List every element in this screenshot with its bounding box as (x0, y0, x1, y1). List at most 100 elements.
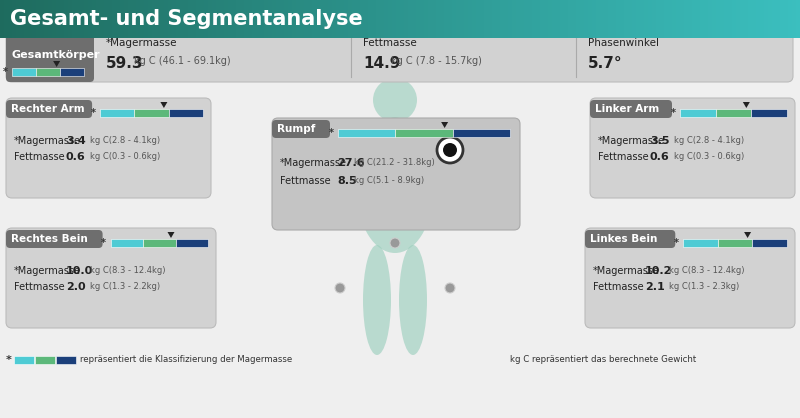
Bar (180, 0, 185, 38)
Bar (100, 109, 134, 117)
Bar (456, 0, 461, 38)
Polygon shape (160, 102, 167, 108)
Bar (764, 0, 769, 38)
Circle shape (445, 283, 455, 293)
Circle shape (335, 283, 345, 293)
Text: Fettmasse: Fettmasse (14, 152, 65, 162)
Text: 27.6: 27.6 (337, 158, 365, 168)
Text: Linker Arm: Linker Arm (595, 104, 659, 114)
Bar (96, 0, 101, 38)
Bar (683, 239, 718, 247)
Bar (116, 0, 121, 38)
Bar (76, 0, 81, 38)
Bar (395, 129, 453, 137)
Text: 0.6: 0.6 (66, 152, 86, 162)
Bar (448, 0, 453, 38)
Bar (440, 0, 445, 38)
Bar (736, 0, 741, 38)
Bar (144, 0, 149, 38)
Bar (512, 0, 517, 38)
Bar (472, 0, 477, 38)
Bar (468, 0, 473, 38)
Bar (664, 0, 669, 38)
Bar (260, 0, 265, 38)
Text: Phasenwinkel: Phasenwinkel (588, 38, 659, 48)
Text: *: * (674, 238, 678, 248)
Bar (536, 0, 541, 38)
Bar (352, 0, 357, 38)
Bar (110, 239, 143, 247)
Text: 8.5: 8.5 (337, 176, 357, 186)
Bar (600, 0, 605, 38)
Bar (84, 0, 89, 38)
Bar (392, 0, 397, 38)
Bar (296, 0, 301, 38)
Text: *: * (101, 238, 106, 248)
Bar (672, 0, 677, 38)
Bar (252, 0, 257, 38)
Bar (728, 0, 733, 38)
Bar (132, 0, 137, 38)
Text: kg C(2.8 - 4.1kg): kg C(2.8 - 4.1kg) (90, 136, 160, 145)
Bar (348, 0, 353, 38)
Bar (756, 0, 761, 38)
Text: kg C(0.3 - 0.6kg): kg C(0.3 - 0.6kg) (90, 152, 160, 161)
Bar (220, 0, 225, 38)
FancyBboxPatch shape (6, 100, 92, 118)
Bar (620, 0, 625, 38)
Bar (88, 0, 93, 38)
Bar (338, 129, 395, 137)
Text: kg C(0.3 - 0.6kg): kg C(0.3 - 0.6kg) (674, 152, 744, 161)
Bar (753, 239, 787, 247)
Text: *: * (670, 108, 675, 118)
Text: repräsentiert die Klassifizierung der Magermasse: repräsentiert die Klassifizierung der Ma… (80, 355, 292, 364)
Bar (16, 0, 21, 38)
Bar (244, 0, 249, 38)
Bar (680, 109, 716, 117)
Bar (308, 0, 313, 38)
Bar (508, 0, 513, 38)
Bar (36, 0, 41, 38)
FancyBboxPatch shape (272, 120, 330, 138)
Bar (772, 0, 777, 38)
Bar (724, 0, 729, 38)
Bar (528, 0, 533, 38)
Bar (268, 0, 273, 38)
Bar (0, 0, 5, 38)
Text: kg C(8.3 - 12.4kg): kg C(8.3 - 12.4kg) (669, 266, 745, 275)
Bar (480, 0, 485, 38)
Bar (708, 0, 713, 38)
Ellipse shape (358, 133, 433, 253)
Bar (320, 0, 325, 38)
Bar (48, 0, 53, 38)
Text: kg C(1.3 - 2.2kg): kg C(1.3 - 2.2kg) (90, 282, 160, 291)
Bar (264, 0, 269, 38)
Text: *: * (90, 108, 96, 118)
Bar (556, 0, 561, 38)
Text: *Magermasse: *Magermasse (280, 158, 347, 168)
Bar (564, 0, 569, 38)
Bar (784, 0, 789, 38)
Bar (476, 0, 481, 38)
Bar (236, 0, 241, 38)
Bar (484, 0, 489, 38)
Bar (304, 0, 309, 38)
Bar (788, 0, 793, 38)
Bar (656, 0, 661, 38)
Bar (336, 0, 341, 38)
Polygon shape (53, 61, 60, 67)
Bar (744, 0, 749, 38)
Ellipse shape (385, 117, 405, 139)
Bar (604, 0, 609, 38)
Bar (676, 0, 681, 38)
Bar (688, 0, 693, 38)
Bar (628, 0, 633, 38)
Bar (692, 0, 697, 38)
Bar (200, 0, 205, 38)
Bar (128, 0, 133, 38)
Bar (576, 0, 581, 38)
Text: Linkes Bein: Linkes Bein (590, 234, 658, 244)
Text: kg C (46.1 - 69.1kg): kg C (46.1 - 69.1kg) (134, 56, 230, 66)
Text: kg C(21.2 - 31.8kg): kg C(21.2 - 31.8kg) (354, 158, 434, 167)
Bar (164, 0, 169, 38)
